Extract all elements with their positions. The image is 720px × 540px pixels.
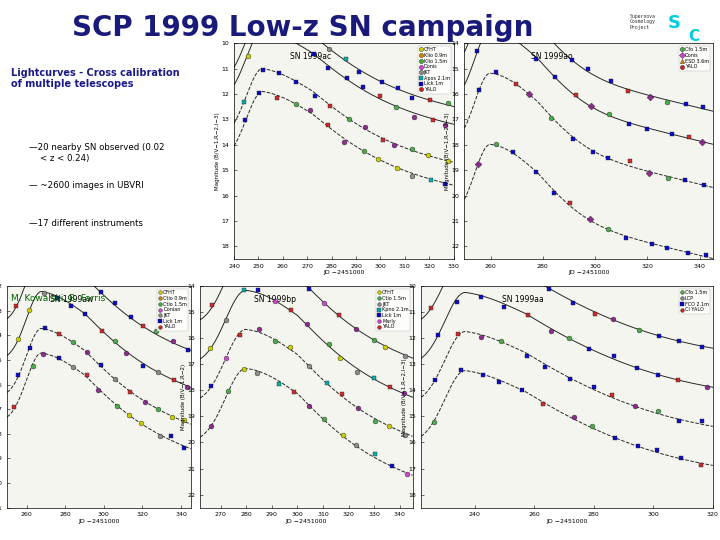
Text: SN 1999ao: SN 1999ao: [531, 52, 572, 61]
Y-axis label: Magnitude (B/V−1,R−2): Magnitude (B/V−1,R−2): [181, 364, 186, 430]
Legend: CFHT, Ctio 1.5m, JKT, Kpno 2.1m, Lick 1m, Marly, YALO: CFHT, Ctio 1.5m, JKT, Kpno 2.1m, Lick 1m…: [377, 289, 410, 331]
Legend: CFHT, Klio 0.9m, Klio 1.5m, Donis, JKT, Apos 2.1m, Lick 1m, YALO: CFHT, Klio 0.9m, Klio 1.5m, Donis, JKT, …: [418, 46, 451, 93]
X-axis label: JD −2451000: JD −2451000: [286, 519, 327, 524]
Text: — ~2600 images in UBVRI: — ~2600 images in UBVRI: [29, 181, 143, 190]
Text: S: S: [667, 14, 680, 32]
Legend: Cfo 1.5m, Donis, ESD 3.6m, YALO: Cfo 1.5m, Donis, ESD 3.6m, YALO: [679, 46, 711, 71]
Y-axis label: Magnitude (B/V−1,R−2,I−3): Magnitude (B/V−1,R−2,I−3): [402, 358, 407, 436]
Text: C: C: [688, 29, 699, 44]
Text: SN 1999aw: SN 1999aw: [50, 295, 93, 304]
X-axis label: JD −2451000: JD −2451000: [78, 519, 120, 524]
Legend: Cfo 1.5m, LCP, FCO 2.1m, CI YALO: Cfo 1.5m, LCP, FCO 2.1m, CI YALO: [679, 289, 711, 314]
Y-axis label: Magnitude (B/V−1,R−2,I−3): Magnitude (B/V−1,R−2,I−3): [445, 112, 450, 190]
X-axis label: JD −2451000: JD −2451000: [323, 271, 364, 275]
Text: —17 different instruments: —17 different instruments: [29, 219, 143, 228]
X-axis label: JD −2451000: JD −2451000: [568, 271, 609, 275]
Text: P: P: [667, 42, 680, 60]
Text: SN 1999bp: SN 1999bp: [253, 295, 295, 304]
Text: SN 1999ac: SN 1999ac: [290, 52, 331, 61]
Y-axis label: Magnitude (B/V−1,R−2,I−3): Magnitude (B/V−1,R−2,I−3): [215, 112, 220, 190]
Text: M. Kowalski, B. Farris: M. Kowalski, B. Farris: [11, 294, 105, 303]
Text: —20 nearby SN observed (0.02
    < z < 0.24): —20 nearby SN observed (0.02 < z < 0.24): [29, 143, 164, 163]
Text: Lightcurves - Cross calibration
of multiple telescopes: Lightcurves - Cross calibration of multi…: [11, 68, 179, 89]
Legend: CFHT, Ctio 0.9m, Ctio 1.5m, Donian, JKT, Lick 1m, YALO: CFHT, Ctio 0.9m, Ctio 1.5m, Donian, JKT,…: [157, 289, 189, 331]
Text: SCP 1999 Low-z SN campaign: SCP 1999 Low-z SN campaign: [72, 14, 533, 42]
X-axis label: JD −2451000: JD −2451000: [546, 519, 588, 524]
Text: SN 1999aa: SN 1999aa: [503, 295, 544, 304]
Text: Supernova
Cosmology
Project: Supernova Cosmology Project: [630, 14, 656, 30]
